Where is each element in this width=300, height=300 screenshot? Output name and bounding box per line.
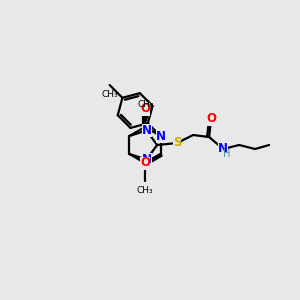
Text: O: O: [140, 103, 150, 116]
Text: N: N: [218, 142, 228, 155]
Text: H: H: [224, 149, 231, 159]
Text: O: O: [140, 157, 150, 169]
Text: N: N: [140, 157, 150, 169]
Text: CH₃: CH₃: [137, 100, 154, 109]
Text: N: N: [142, 124, 152, 137]
Text: S: S: [173, 136, 182, 149]
Text: CH₃: CH₃: [101, 90, 118, 99]
Text: N: N: [142, 153, 152, 166]
Text: CH₃: CH₃: [137, 186, 153, 195]
Text: O: O: [206, 112, 216, 125]
Text: N: N: [156, 130, 166, 142]
